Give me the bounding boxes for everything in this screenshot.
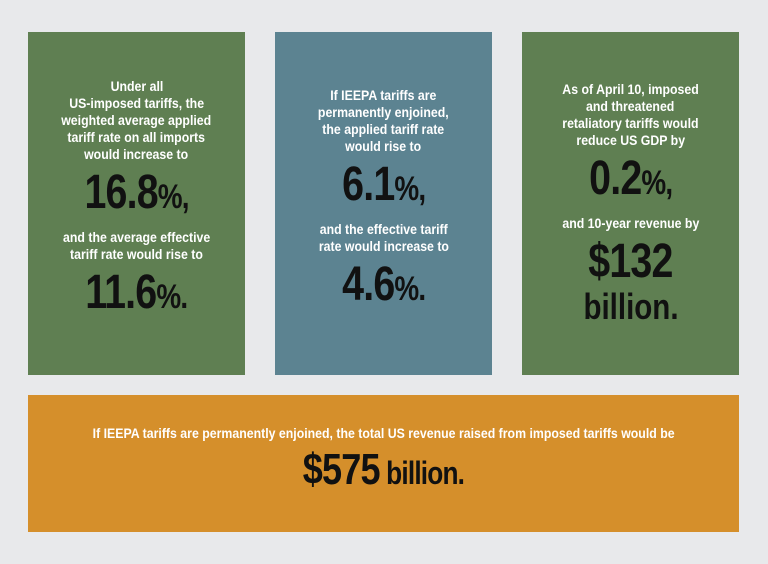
figure-value: 16.8	[84, 166, 158, 219]
text-line: and 10-year revenue by	[562, 215, 699, 231]
text-line: and the average effective	[62, 229, 211, 245]
figure: 16.8%,	[84, 166, 190, 223]
figure: $575 billion.	[302, 444, 465, 497]
figure-unit: %,	[641, 164, 673, 202]
text-line: retaliatory tariffs would	[562, 115, 699, 131]
text-line: and the effective tariff	[319, 220, 448, 237]
figure-unit: %,	[394, 169, 426, 208]
text-line: weighted average applied	[61, 112, 212, 128]
figure-word: billion.	[582, 286, 679, 327]
text-line: permanently enjoined,	[318, 103, 449, 120]
text-line: and threatened	[586, 98, 675, 114]
figure: 4.6%.	[341, 257, 426, 315]
figure-value: $575	[302, 444, 381, 494]
panel: Under all US-imposed tariffs, the weighted…	[28, 32, 245, 375]
text-line: If IEEPA tariffs are permanently enjoine…	[92, 424, 675, 441]
figure: $132	[588, 235, 673, 288]
figure-value: 11.6	[85, 266, 157, 319]
figure: 6.1%,	[341, 157, 426, 215]
panel: As of April 10, imposed and threatened ret…	[522, 32, 739, 375]
figure-value: $132	[588, 235, 673, 288]
figure-value: 0.2	[588, 152, 642, 205]
text-line: If IEEPA tariffs are	[330, 86, 437, 103]
text-line: Under all	[110, 78, 163, 94]
figure: 11.6%.	[85, 266, 189, 323]
figure-value: 4.6	[341, 257, 395, 311]
text-line: tariff rate would rise to	[70, 246, 203, 262]
panel: If IEEPA tariffs are permanently enjoined…	[275, 32, 492, 375]
text-line: would rise to	[345, 137, 422, 154]
figure-unit: %.	[156, 278, 189, 316]
figure: 0.2%,	[588, 152, 673, 209]
text-line: the applied tariff rate	[322, 120, 445, 137]
footer-panel: If IEEPA tariffs are permanently enjoine…	[28, 395, 739, 532]
text-line: US-imposed tariffs, the	[69, 95, 204, 111]
figure-unit: billion.	[379, 454, 465, 491]
text-line: As of April 10, imposed	[562, 81, 699, 97]
text-line: reduce US GDP by	[576, 132, 685, 148]
figure-unit: %.	[394, 269, 426, 308]
text-line: rate would increase to	[318, 237, 449, 254]
text-line: would increase to	[84, 146, 189, 162]
figure-unit: %,	[157, 178, 190, 216]
figure-value: 6.1	[341, 157, 395, 211]
text-line: tariff rate on all imports	[67, 129, 206, 145]
